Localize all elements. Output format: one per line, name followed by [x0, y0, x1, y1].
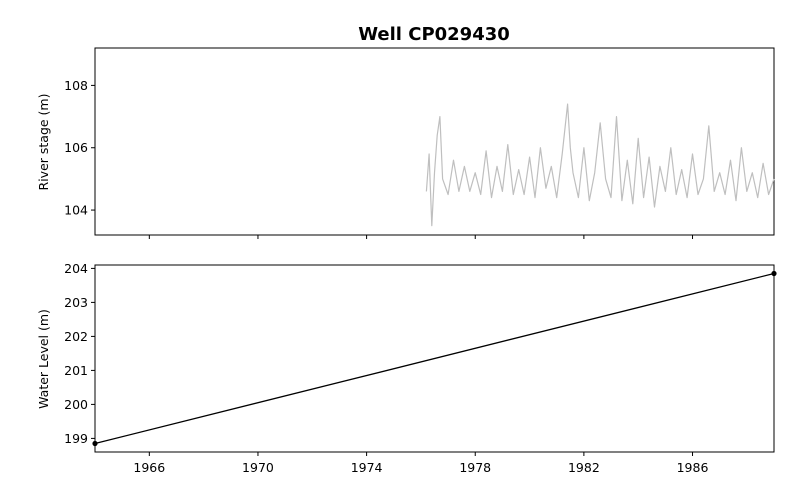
- top-series-line-0: [425, 103, 775, 227]
- bottom-x-tick-label: 1974: [351, 460, 383, 475]
- bottom-data-point: [771, 270, 777, 277]
- bottom-y-tick-label: 202: [64, 329, 88, 344]
- chart-title: Well CP029430: [358, 24, 510, 45]
- top-x-axis: [148, 235, 694, 239]
- top-y-axis: 104 106 108: [64, 78, 95, 218]
- bottom-x-tick-label: 1970: [242, 460, 274, 475]
- bottom-x-tick-label: 1986: [677, 460, 709, 475]
- top-y-tick-label: 106: [64, 140, 88, 155]
- bottom-y-axis-label: Water Level (m): [36, 309, 51, 409]
- river-stage-series: [425, 103, 775, 227]
- bottom-y-axis: 199 200 201 202 203 204: [64, 261, 95, 446]
- water-level-series: [92, 270, 777, 447]
- top-y-tick-label: 108: [64, 78, 88, 93]
- bottom-x-tick-label: 1982: [568, 460, 600, 475]
- bottom-x-axis: 1966 1970 1974 1978 1982 1986: [133, 452, 708, 475]
- bottom-x-tick-label: 1966: [133, 460, 165, 475]
- bottom-series-line-0: [94, 272, 775, 445]
- top-y-axis-label: River stage (m): [36, 94, 51, 191]
- bottom-x-tick-label: 1978: [459, 460, 491, 475]
- bottom-y-tick-label: 203: [64, 295, 88, 310]
- bottom-y-tick-label: 204: [64, 261, 88, 276]
- bottom-y-tick-label: 199: [64, 431, 88, 446]
- top-panel: 104 106 108 River stage (m): [36, 47, 775, 239]
- bottom-y-tick-label: 200: [64, 397, 88, 412]
- top-plot-area: [94, 47, 775, 236]
- top-y-tick-label: 104: [64, 203, 88, 218]
- bottom-y-tick-label: 201: [64, 363, 88, 378]
- bottom-data-point: [92, 440, 98, 447]
